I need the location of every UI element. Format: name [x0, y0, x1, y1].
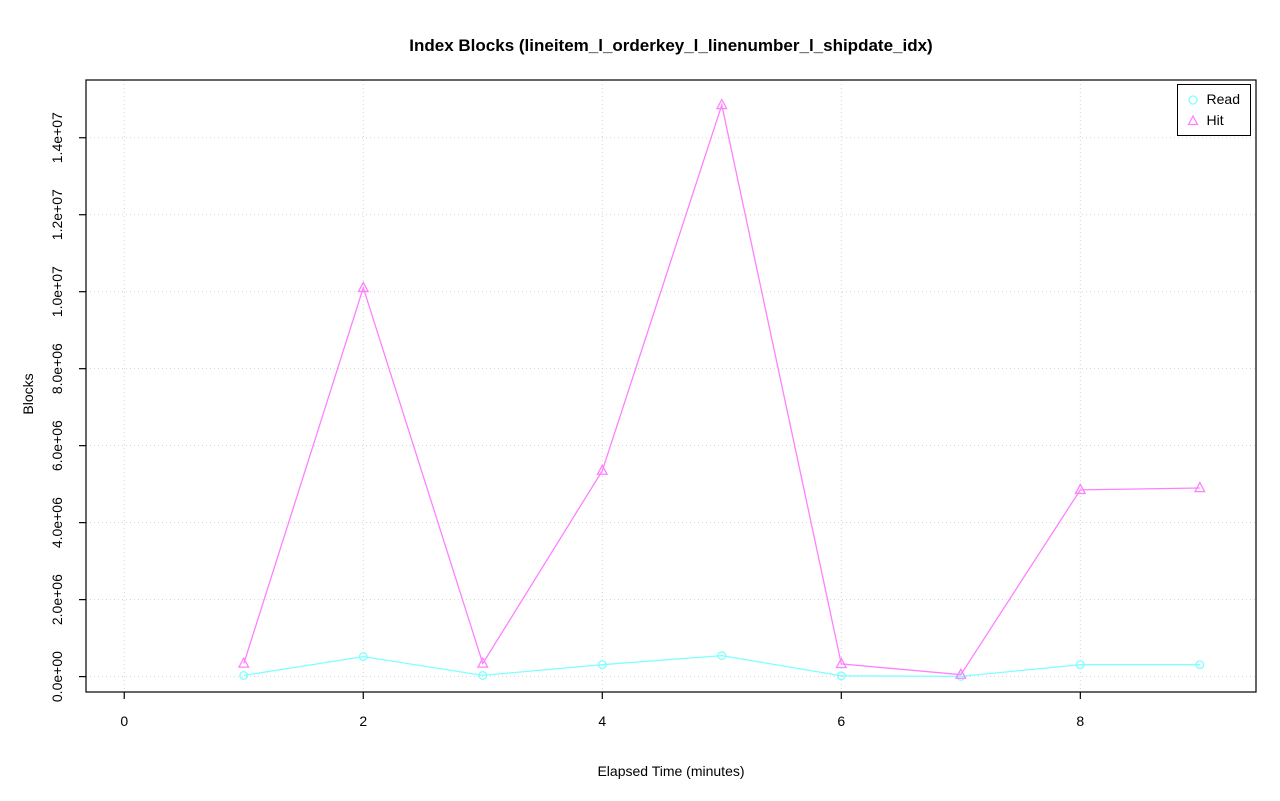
legend-read-label: Read — [1206, 91, 1240, 107]
x-tick-label: 2 — [359, 713, 367, 729]
y-tick-label: 0.0e+00 — [49, 651, 65, 702]
legend-hit-triangle-icon — [1186, 114, 1199, 125]
y-tick-label: 2.0e+06 — [49, 574, 65, 625]
x-tick-label: 4 — [598, 713, 606, 729]
y-tick-label: 1.2e+07 — [49, 189, 65, 240]
x-axis-label: Elapsed Time (minutes) — [597, 763, 745, 779]
data-point-read — [717, 651, 727, 661]
data-point-read — [358, 652, 368, 662]
legend-item-read: Read — [1186, 89, 1240, 110]
data-point-hit — [237, 656, 250, 668]
legend-read-marker — [1187, 94, 1198, 105]
legend: Read Hit — [1176, 84, 1251, 136]
series-line-hit — [243, 102, 1200, 676]
y-tick-label: 6.0e+06 — [49, 420, 65, 471]
data-point-hit — [476, 656, 489, 668]
data-point-hit — [1074, 483, 1087, 495]
data-point-read — [239, 670, 249, 680]
chart-title: Index Blocks (lineitem_l_orderkey_l_line… — [409, 36, 933, 55]
data-point-read — [1195, 660, 1205, 670]
y-tick-label: 1.0e+07 — [49, 266, 65, 317]
series-line-read — [243, 654, 1200, 678]
data-point-read — [597, 660, 607, 670]
x-tick-label: 0 — [120, 713, 128, 729]
legend-read-circle-icon — [1187, 94, 1198, 105]
x-tick-label: 8 — [1076, 713, 1084, 729]
data-point-read — [836, 671, 846, 681]
data-point-read — [478, 670, 488, 680]
data-point-hit — [596, 463, 609, 475]
data-point-hit — [1193, 481, 1206, 493]
x-tick-label: 6 — [837, 713, 845, 729]
data-point-hit — [357, 281, 370, 293]
y-tick-label: 1.4e+07 — [49, 112, 65, 163]
y-tick-label: 8.0e+06 — [49, 343, 65, 394]
data-point-hit — [715, 98, 728, 110]
legend-hit-label: Hit — [1206, 112, 1224, 128]
y-axis-label: Blocks — [20, 373, 36, 415]
legend-item-hit: Hit — [1186, 110, 1240, 131]
data-point-hit — [954, 667, 967, 679]
legend-hit-marker — [1186, 114, 1199, 125]
data-point-hit — [835, 657, 848, 669]
y-tick-label: 4.0e+06 — [49, 497, 65, 548]
data-point-read — [1075, 660, 1085, 670]
plot-box — [85, 79, 1257, 693]
